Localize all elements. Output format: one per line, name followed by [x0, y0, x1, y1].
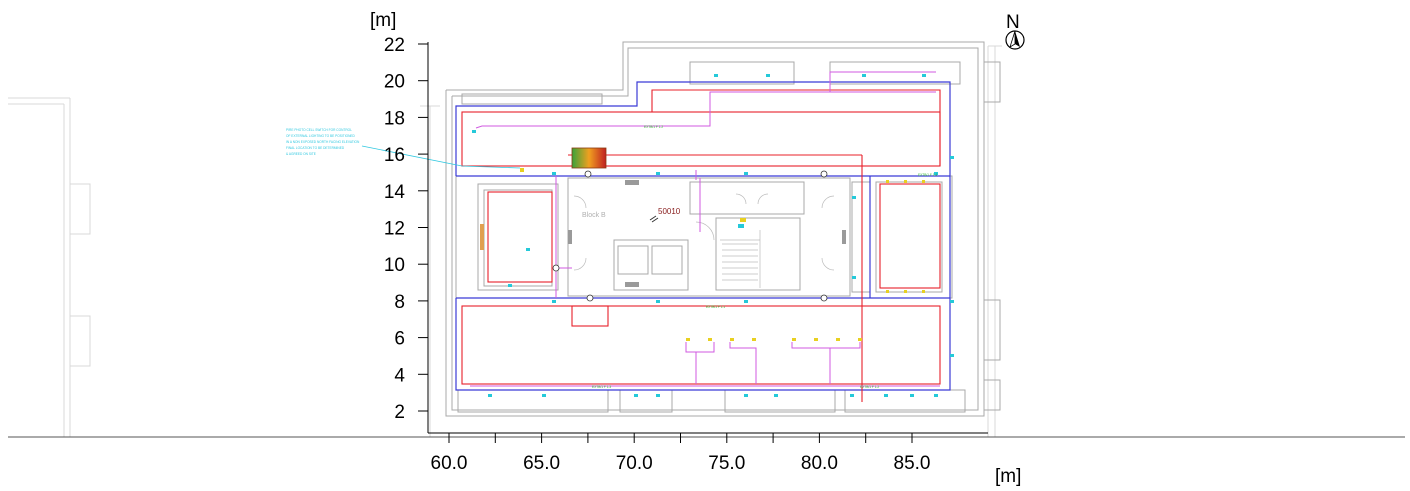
note-line-5: & AGREED ON SITE — [286, 152, 316, 156]
circuit-label: EXTB/1 F 1.2 — [644, 125, 663, 129]
structure-marks — [568, 180, 846, 287]
background-outline — [8, 45, 1002, 437]
y-tick-label: 10 — [384, 255, 405, 276]
circuit-label: EXTB/1 F 1.1 — [706, 305, 725, 309]
x-tick-label: 70.0 — [616, 453, 653, 474]
x-axis-unit: [m] — [995, 466, 1021, 487]
yellow-fixtures — [520, 168, 925, 341]
y-tick-label: 6 — [394, 329, 405, 350]
y-tick-label: 14 — [384, 182, 406, 203]
door-swings — [573, 193, 835, 271]
north-arrow-icon — [1015, 31, 1020, 47]
x-tick-label: 80.0 — [801, 453, 838, 474]
magenta-circuits — [470, 71, 940, 387]
x-tick-label: 60.0 — [431, 453, 468, 474]
compass-label: N — [1006, 12, 1020, 33]
circuit-label: EXTB/1 F 1.3 — [592, 385, 611, 389]
y-tick-label: 18 — [384, 108, 405, 129]
blue-circuit — [455, 81, 951, 391]
note-line-1: PIRE PHOTO CELL SWITCH FOR CONTROL — [286, 128, 352, 132]
building-walls — [445, 41, 1001, 417]
x-tick-label: 65.0 — [523, 453, 560, 474]
stair-treads — [720, 230, 761, 288]
red-zones — [461, 89, 941, 402]
plan-drawing: PIRE PHOTO CELL SWITCH FOR CONTROL OF EX… — [286, 41, 1001, 417]
y-tick-label: 8 — [394, 292, 405, 313]
y-tick-label: 16 — [384, 145, 405, 166]
x-tick-label: 85.0 — [894, 453, 931, 474]
x-tick-label: 75.0 — [708, 453, 745, 474]
room-number-marker — [649, 215, 659, 223]
photocell-panel — [571, 147, 607, 169]
note-line-4: FINAL LOCATION TO BE DETERMINED — [286, 146, 345, 150]
x-axis-ticks: 60.0 65.0 70.0 75.0 80.0 85.0 — [431, 433, 931, 474]
y-tick-label: 12 — [384, 219, 405, 240]
note-line-2: OF EXTERNAL LIGHTING TO BE POSITIONED — [286, 134, 356, 138]
photocell-note: PIRE PHOTO CELL SWITCH FOR CONTROL OF EX… — [286, 128, 360, 156]
y-tick-label: 4 — [394, 365, 405, 386]
axes: 22 20 18 16 14 12 10 8 6 4 2 60.0 65.0 70.0 75.0 80.0 8… — [370, 10, 1021, 487]
y-tick-label: 22 — [384, 35, 405, 56]
room-number: 50010 — [658, 207, 681, 216]
circuit-label: EXTB/1 F 1.4 — [918, 173, 937, 177]
y-tick-label: 20 — [384, 72, 405, 93]
circuit-label: EXTB/1 F 1.2 — [860, 385, 879, 389]
y-axis-ticks: 22 20 18 16 14 12 10 8 6 4 2 — [384, 35, 428, 423]
note-leader — [361, 145, 521, 169]
left-door-panel — [480, 224, 484, 250]
north-compass: N — [1005, 12, 1025, 50]
y-axis-unit: [m] — [370, 10, 396, 31]
light-fixtures — [472, 74, 954, 397]
note-line-3: IN A NON EXPOSED NORTH FACING ELEVATION — [286, 140, 360, 144]
y-tick-label: 2 — [394, 402, 405, 423]
room-label: Block B — [582, 212, 606, 219]
sensor-symbols — [552, 170, 828, 302]
